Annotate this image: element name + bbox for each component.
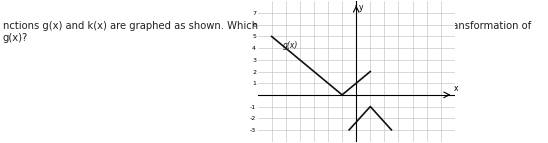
Text: x: x [454, 84, 459, 93]
Text: y: y [359, 3, 363, 12]
Text: g(x): g(x) [283, 41, 298, 50]
Text: nctions g(x) and k(x) are graphed as shown. Which of the following represents k(: nctions g(x) and k(x) are graphed as sho… [3, 21, 531, 43]
